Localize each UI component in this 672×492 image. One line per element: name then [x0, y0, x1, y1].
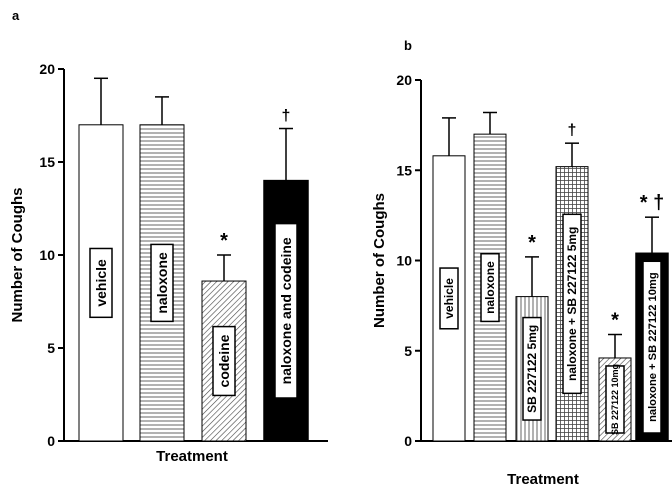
panel-a-bar-label-box [274, 222, 298, 399]
panel-a-bar [78, 124, 124, 442]
panel-b-bar-label: SB 227122 10mg [610, 364, 620, 435]
panel-a-bar-label-box [150, 243, 174, 323]
panel-b-bar-label: naloxone + SB 227122 10mg [647, 272, 659, 422]
panel-b-bar-label: naloxone + SB 227122 5mg [565, 227, 579, 381]
panel-a-bar-label: vehicle [93, 259, 109, 307]
panel-b-bar-label-box [605, 365, 625, 434]
panel-a-bar-label: codeine [216, 334, 232, 387]
panel-b-bar-label-box [480, 252, 500, 323]
panel-b-chart: b 0 5 10 15 20 Number of Coughs Treatment vehicl… [371, 38, 672, 488]
panel-a-y-tick-label: 10 [39, 247, 55, 263]
panel-a-x-axis-title: Treatment [156, 448, 228, 465]
panel-a-bar-label-box [89, 247, 113, 319]
panel-b-bar-label-box [642, 260, 662, 434]
panel-a-y-tick-label: 20 [39, 61, 55, 77]
panel-a-y-tick-label: 15 [39, 154, 55, 170]
panel-a-bar-label: naloxone [154, 252, 170, 314]
panel-a-bar-label: naloxone and codeine [278, 237, 294, 384]
panel-b-bar-label: vehicle [442, 278, 456, 319]
panel-b-y-tick-label: 20 [396, 72, 412, 88]
panel-b-bar-label: naloxone [483, 261, 497, 314]
panel-b-y-axis-title: Number of Coughs [371, 193, 388, 328]
panel-b-y-tick-label: 10 [396, 253, 412, 269]
panel-b-significance-marker: * [528, 232, 536, 254]
panel-a-y-tick-label: 5 [47, 340, 55, 356]
panel-b-letter: b [404, 38, 412, 53]
panel-b-y-tick-label: 5 [404, 343, 412, 359]
panel-a-chart: a 0 5 10 15 20 Number of Coughs Treatment vehicl… [9, 8, 328, 465]
panel-b-y-tick-label: 0 [404, 433, 412, 449]
panel-a-letter: a [12, 8, 20, 23]
panel-b-significance-marker: † [568, 122, 577, 139]
panel-b-significance-marker: * † [640, 192, 664, 214]
panel-b-y-tick-label: 15 [396, 162, 412, 178]
panel-a-y-axis-title: Number of Coughs [9, 188, 26, 323]
panel-b-bar-label-box [522, 316, 542, 421]
panel-b-bar-label-box [562, 213, 582, 395]
panel-a-significance-marker: * [220, 230, 228, 252]
panel-a-significance-marker: † [282, 108, 291, 125]
panel-b-bar-label: SB 227122 5mg [525, 325, 539, 413]
panel-a-y-tick-label: 0 [47, 433, 55, 449]
panel-b-bar-label-box [439, 267, 459, 330]
panel-a-bar-label-box [212, 325, 236, 397]
panel-b-x-axis-title: Treatment [507, 471, 579, 488]
panel-b-significance-marker: * [611, 310, 619, 332]
